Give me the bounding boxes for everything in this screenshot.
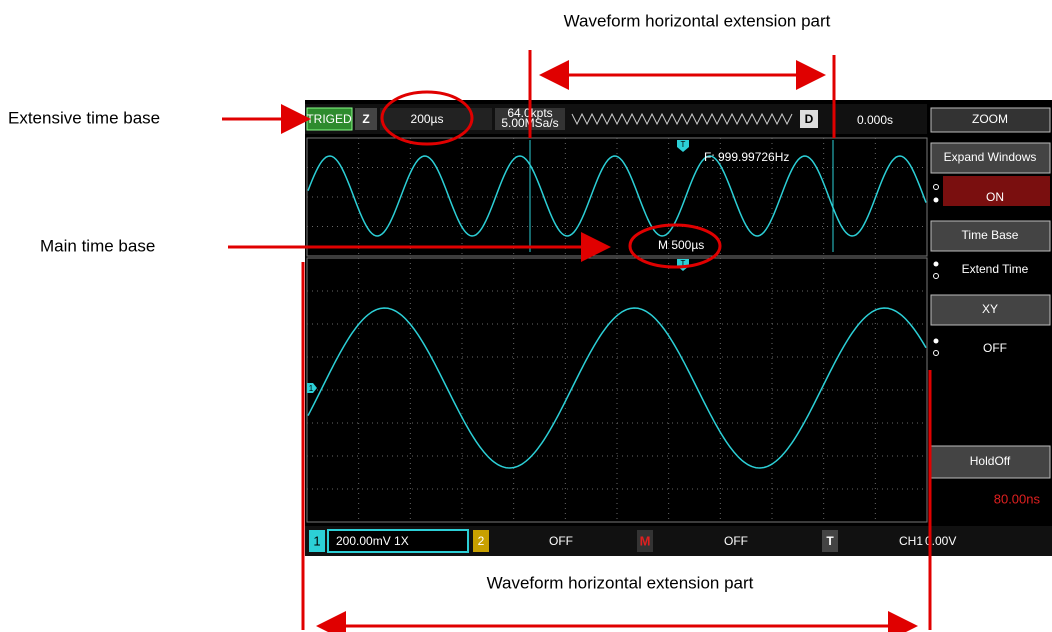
channel-marker-text: 1 bbox=[309, 384, 314, 393]
math-setting[interactable]: OFF bbox=[724, 534, 748, 548]
menu-label: HoldOff bbox=[970, 454, 1011, 468]
ch2-badge: 2 bbox=[478, 534, 485, 548]
delay: 0.000s bbox=[857, 113, 893, 127]
body: TRIGED Z 200µs 64.0kpts 5.00MSa/s D 0.00… bbox=[0, 0, 1052, 632]
menu-label: Time Base bbox=[962, 228, 1019, 242]
annotation: Main time base bbox=[40, 236, 155, 255]
frequency: F: 999.99726Hz bbox=[704, 150, 789, 164]
delay-icon: D bbox=[805, 112, 814, 126]
annotation: Waveform horizontal extension part bbox=[564, 11, 831, 30]
math-badge: M bbox=[640, 533, 651, 548]
upper-trigger-marker-text: T bbox=[681, 140, 686, 149]
menu-title: ZOOM bbox=[972, 112, 1008, 126]
trigger-source: CH1 bbox=[899, 534, 923, 548]
time-base: 200µs bbox=[411, 112, 444, 126]
radio bbox=[934, 262, 939, 267]
annotation: Extensive time base bbox=[8, 108, 160, 127]
menu-label: XY bbox=[982, 302, 998, 316]
radio bbox=[934, 339, 939, 344]
ch1-badge: 1 bbox=[313, 533, 320, 548]
screenshot: TRIGED Z 200µs 64.0kpts 5.00MSa/s D 0.00… bbox=[0, 0, 1052, 632]
trigger-badge: T bbox=[826, 534, 834, 548]
page: {"annotations": {"top_label": "Waveform … bbox=[0, 0, 1052, 632]
menu-value[interactable]: Extend Time bbox=[962, 262, 1029, 276]
menu-value[interactable]: OFF bbox=[983, 341, 1007, 355]
annotation: Waveform horizontal extension part bbox=[487, 573, 754, 592]
menu-value[interactable]: 80.00ns bbox=[994, 491, 1041, 506]
main-time-base: M 500µs bbox=[658, 238, 704, 252]
menu: Expand Windows ON Time Base Extend Time … bbox=[931, 143, 1050, 506]
status: TRIGED bbox=[306, 112, 352, 126]
menu-value: ON bbox=[986, 190, 1004, 204]
radio bbox=[934, 198, 939, 203]
menu-label: Expand Windows bbox=[944, 150, 1037, 164]
zoom-icon: Z bbox=[362, 112, 369, 126]
ch1-setting: 200.00mV 1X bbox=[336, 534, 409, 548]
ch2-setting[interactable]: OFF bbox=[549, 534, 573, 548]
